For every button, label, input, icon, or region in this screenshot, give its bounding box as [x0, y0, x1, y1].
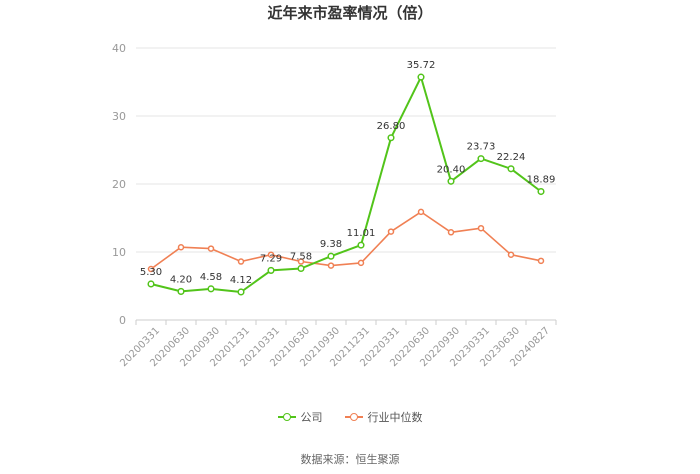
- data-label: 4.12: [230, 275, 252, 286]
- data-point: [477, 224, 485, 232]
- series-layer: [147, 73, 545, 296]
- data-label: 5.30: [140, 267, 162, 278]
- data-point: [327, 262, 335, 269]
- data-point: [207, 285, 215, 293]
- series-line-company: [150, 76, 542, 293]
- data-point: [537, 187, 545, 196]
- data-point: [327, 252, 335, 260]
- data-point: [267, 266, 275, 274]
- y-tick-label: 10: [112, 246, 126, 259]
- data-point: [387, 134, 395, 142]
- data-label: 4.20: [170, 274, 192, 285]
- legend-label-industry-median: 行业中位数: [367, 411, 423, 424]
- y-tick-label: 0: [119, 314, 126, 327]
- data-point: [297, 258, 305, 265]
- legend-label-company: 公司: [300, 411, 323, 424]
- legend: 公司 行业中位数: [0, 409, 700, 425]
- data-point: [507, 251, 515, 258]
- data-label: 11.01: [347, 228, 376, 239]
- y-tick-label: 40: [112, 42, 126, 55]
- data-label: 7.29: [260, 253, 282, 264]
- data-label: 22.24: [497, 152, 526, 163]
- data-point: [207, 245, 215, 252]
- data-label: 18.89: [527, 175, 556, 186]
- data-label: 9.38: [320, 239, 342, 250]
- grid-lines: [136, 47, 556, 253]
- data-label: 23.73: [467, 142, 496, 153]
- data-label: 4.58: [200, 272, 222, 283]
- data-point: [387, 228, 395, 235]
- legend-swatch-industry-median: [344, 412, 363, 422]
- y-axis-ticks: 0 10 20 30 40: [112, 42, 126, 327]
- data-point: [147, 265, 155, 273]
- x-axis-ticks: 2020033120200630202009302020123120210331…: [118, 325, 552, 369]
- data-point: [447, 229, 455, 236]
- data-point: [237, 288, 245, 296]
- y-tick-label: 30: [112, 110, 126, 123]
- data-point: [177, 243, 185, 251]
- data-label: 35.72: [407, 60, 436, 71]
- data-labels: 5.30 4.20 4.58 4.12 7.29 7.58 9.38 11.01 26.80 35…: [140, 60, 555, 286]
- data-point: [507, 165, 515, 173]
- data-label: 20.40: [437, 164, 466, 175]
- data-point: [237, 258, 245, 265]
- legend-swatch-company: [277, 412, 296, 422]
- data-point: [297, 264, 305, 273]
- chart-title: 近年来市盈率情况（倍）: [267, 4, 433, 22]
- y-tick-label: 20: [112, 178, 126, 191]
- data-point: [177, 287, 185, 295]
- data-label: 26.80: [377, 121, 406, 132]
- data-point: [447, 177, 455, 185]
- data-source: 数据来源：恒生聚源: [300, 453, 400, 466]
- line-chart: 0 10 20 30 40 202003312020063020200930202012…: [112, 42, 557, 369]
- data-point: [537, 257, 545, 265]
- legend-item-industry-median[interactable]: 行业中位数: [344, 409, 423, 425]
- series-line-industry-median: [150, 211, 542, 270]
- data-point: [417, 208, 425, 216]
- data-point: [357, 241, 365, 249]
- data-point: [267, 251, 275, 258]
- data-point: [477, 155, 485, 163]
- data-label: 7.58: [290, 251, 312, 262]
- data-point: [417, 73, 425, 81]
- legend-item-company[interactable]: 公司: [277, 409, 323, 425]
- data-point: [357, 259, 365, 267]
- data-point: [147, 280, 155, 288]
- x-axis: [135, 319, 557, 325]
